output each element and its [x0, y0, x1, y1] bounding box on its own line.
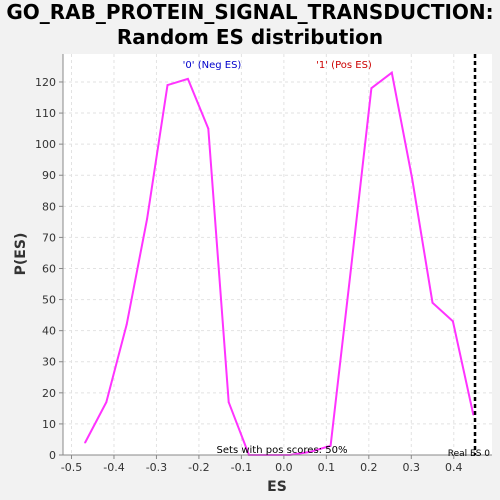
- grid: [63, 54, 492, 456]
- x-tick-label: 0.2: [360, 461, 378, 474]
- data-point: [309, 450, 312, 453]
- y-axis-label: P(ES): [13, 233, 29, 276]
- y-tick-label: 30: [42, 356, 56, 369]
- x-tick-label: -0.4: [103, 461, 124, 474]
- chart-title-line-2: Random ES distribution: [116, 25, 384, 49]
- y-tick-label: 80: [42, 200, 56, 213]
- data-point: [125, 323, 128, 326]
- axes: 0 10 20 30 40 50 60 70 80 90 100 110 120 -0.5 -0.4 -0.3…: [35, 54, 492, 474]
- data-point: [105, 401, 108, 404]
- data-point: [431, 301, 434, 304]
- data-point: [186, 77, 189, 80]
- data-point: [350, 267, 352, 270]
- plot-area: [63, 54, 492, 455]
- x-axis-label: ES: [267, 479, 287, 495]
- y-tick-label: 20: [42, 387, 56, 400]
- chart-title-line-1: GO_RAB_PROTEIN_SIGNAL_TRANSDUCTION:: [6, 0, 494, 24]
- data-point: [411, 177, 414, 180]
- pos-es-label: '1' (Pos ES): [316, 60, 372, 71]
- data-point: [390, 71, 393, 74]
- data-point: [207, 127, 210, 130]
- y-tick-label: 90: [42, 169, 56, 182]
- y-tick-label: 120: [35, 76, 56, 89]
- y-tick-label: 10: [42, 418, 56, 431]
- x-tick-label: -0.1: [231, 461, 252, 474]
- y-tick-label: 60: [42, 262, 56, 275]
- x-tick-label: 0.1: [318, 461, 336, 474]
- data-point: [370, 87, 373, 90]
- real-es-label: Real ES 0: [448, 449, 491, 459]
- y-tick-label: 110: [35, 107, 56, 120]
- x-tick-label: -0.2: [188, 461, 209, 474]
- data-point: [227, 401, 230, 404]
- data-point: [329, 444, 332, 447]
- sets-with-pos-scores-label: Sets with pos scores: 50%: [217, 445, 348, 456]
- y-tick-label: 100: [35, 138, 56, 151]
- data-point: [84, 441, 86, 444]
- data-point: [146, 217, 149, 220]
- data-point: [166, 84, 169, 86]
- x-tick-label: 0.0: [275, 461, 293, 474]
- y-tick-label: 0: [49, 449, 56, 462]
- y-tick-label: 50: [42, 294, 56, 307]
- y-tick-label: 40: [42, 325, 56, 338]
- y-tick-label: 70: [42, 231, 56, 244]
- neg-es-label: '0' (Neg ES): [183, 60, 242, 71]
- x-tick-label: 0.4: [445, 461, 463, 474]
- x-tick-label: -0.5: [61, 461, 82, 474]
- x-tick-label: 0.3: [403, 461, 421, 474]
- data-point: [452, 320, 454, 323]
- x-tick-label: -0.3: [146, 461, 167, 474]
